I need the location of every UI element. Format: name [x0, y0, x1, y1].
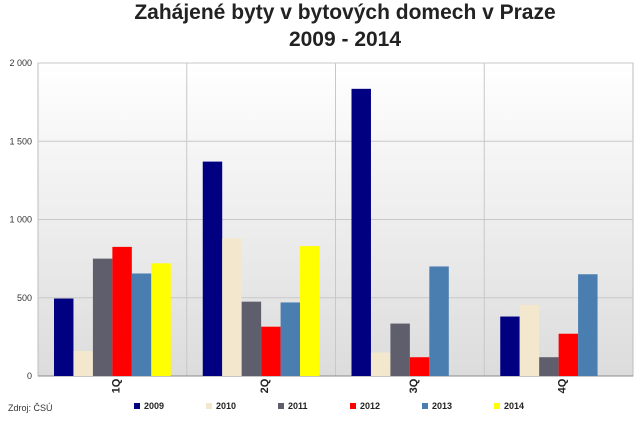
bar-2011-4Q — [539, 357, 559, 376]
y-tick-label: 1 500 — [9, 136, 32, 146]
legend-label-2011: 2011 — [288, 401, 308, 411]
x-category-label: 2Q — [259, 378, 271, 393]
bar-2011-2Q — [241, 301, 262, 376]
x-category-label: 4Q — [557, 378, 569, 393]
legend-label-2010: 2010 — [216, 401, 236, 411]
bar-2012-3Q — [409, 357, 430, 376]
chart-subtitle: 2009 - 2014 — [289, 28, 401, 51]
legend-swatch-2014 — [494, 403, 500, 409]
legend-swatch-2013 — [422, 403, 428, 409]
bar-2010-3Q — [370, 352, 391, 376]
y-axis-ticks: 0 500 1 000 1 500 2 000 — [9, 58, 32, 381]
legend-swatch-2011 — [278, 403, 284, 409]
x-category-label: 1Q — [110, 378, 122, 393]
bar-2010-2Q — [222, 238, 242, 376]
bar-2012-1Q — [112, 246, 132, 376]
bar-2012-2Q — [261, 326, 281, 376]
bar-2013-1Q — [131, 273, 152, 376]
bar-2011-3Q — [390, 323, 410, 376]
legend-label-2009: 2009 — [144, 401, 164, 411]
bar-2009-1Q — [54, 298, 74, 376]
x-category-label: 3Q — [408, 378, 420, 393]
bar-2013-4Q — [578, 274, 598, 376]
y-tick-label: 2 000 — [9, 58, 32, 68]
bar-2014-2Q — [300, 246, 320, 376]
bar-2013-2Q — [280, 302, 301, 376]
bars — [54, 88, 598, 376]
bar-2009-2Q — [202, 161, 223, 376]
y-tick-label: 500 — [17, 293, 32, 303]
bar-2014-1Q — [151, 263, 171, 376]
legend-swatch-2012 — [350, 403, 356, 409]
bar-2012-4Q — [558, 333, 579, 376]
bar-2011-1Q — [92, 258, 113, 376]
bar-2010-4Q — [519, 304, 540, 376]
x-axis-categories: 1Q 2Q 3Q 4Q — [110, 378, 568, 393]
bar-2010-1Q — [73, 350, 93, 376]
bar-2009-4Q — [500, 316, 520, 376]
bar-2013-3Q — [429, 266, 449, 376]
legend: 2009 2010 2011 2012 2013 2014 — [134, 401, 524, 411]
legend-label-2012: 2012 — [360, 401, 380, 411]
y-tick-label: 0 — [27, 371, 32, 381]
legend-swatch-2010 — [206, 403, 212, 409]
bar-2009-3Q — [351, 88, 371, 376]
y-tick-label: 1 000 — [9, 215, 32, 225]
legend-label-2013: 2013 — [432, 401, 452, 411]
source-note: Zdroj: ČSÚ — [8, 403, 53, 413]
legend-label-2014: 2014 — [504, 401, 524, 411]
chart-title: Zahájené byty v bytových domech v Praze — [134, 1, 555, 24]
legend-swatch-2009 — [134, 403, 140, 409]
